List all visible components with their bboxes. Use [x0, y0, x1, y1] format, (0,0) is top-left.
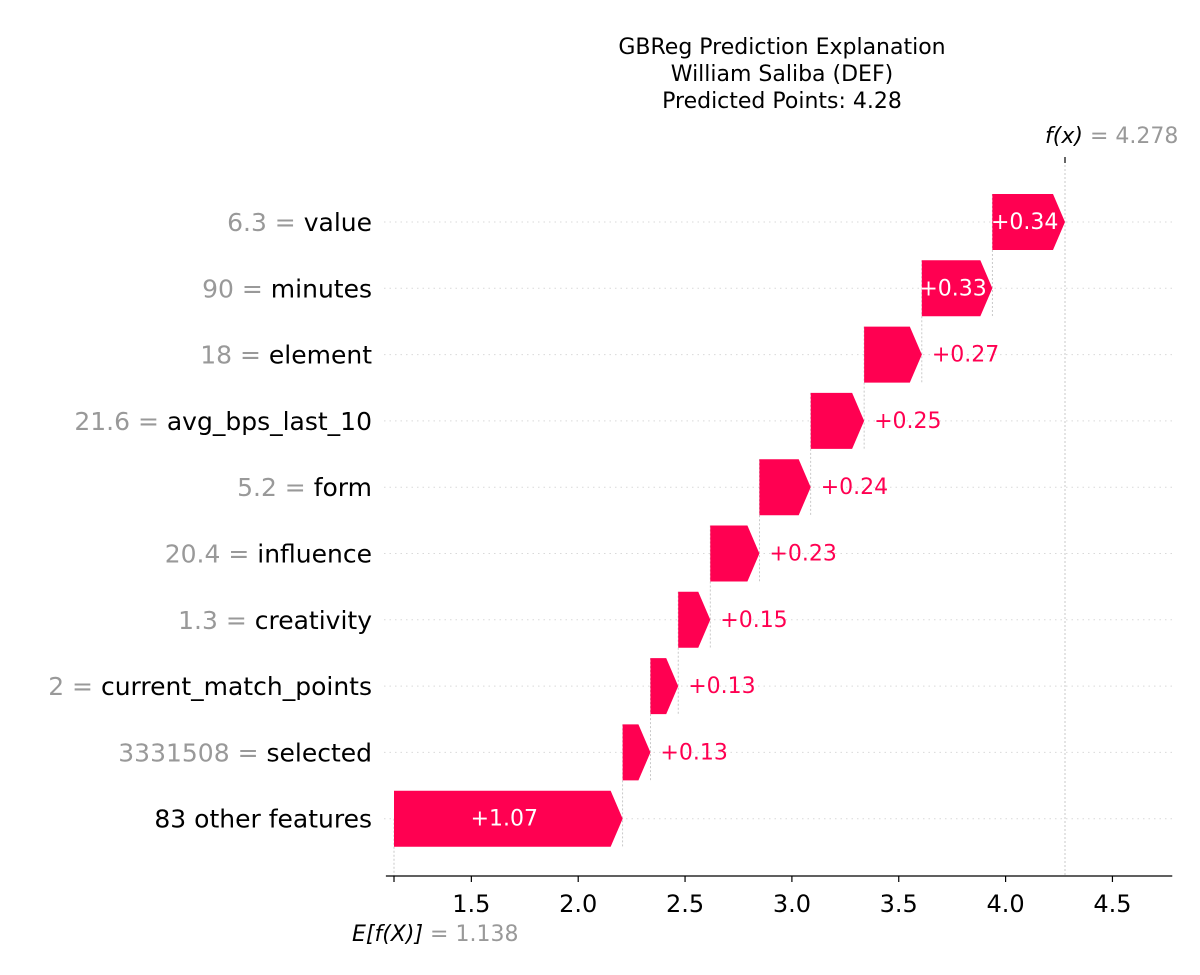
value-annotations: f(x) = 4.278 E[f(X)] = 1.138: [352, 124, 1178, 947]
contribution-bar: [394, 790, 623, 847]
feature-value: 1.3 =: [178, 606, 255, 635]
feature-name: selected: [266, 738, 372, 767]
row-gridlines: [384, 221, 1173, 820]
x-axis: 1.5 2.0 2.5 3.0 3.5 4.0 4.5: [385, 875, 1173, 918]
feature-name: element: [269, 341, 372, 370]
feature-value: 21.6 =: [74, 407, 167, 436]
contribution-bar: [650, 658, 679, 715]
contribution-bar: [992, 194, 1065, 250]
feature-name: influence: [257, 540, 372, 569]
feature-value: 5.2 =: [237, 473, 314, 502]
feature-name: avg_bps_last_10: [167, 407, 372, 436]
final-value-annotation: f(x) = 4.278: [1045, 124, 1178, 149]
title-line: William Saliba (DEF): [671, 62, 893, 87]
contribution-bar: [622, 724, 651, 781]
feature-label: 20.4 = influence: [165, 540, 372, 569]
contribution-label: +0.13: [688, 674, 755, 699]
feature-value: 20.4 =: [165, 540, 258, 569]
feature-label: 83 other features: [154, 805, 372, 834]
feature-value: 3331508 =: [118, 738, 266, 767]
feature-label: 21.6 = avg_bps_last_10: [74, 407, 372, 436]
x-tick-label: 3.5: [880, 890, 918, 918]
base-value: = 1.138: [430, 922, 518, 947]
x-tick-label: 2.0: [559, 890, 597, 918]
feature-name: creativity: [255, 606, 372, 635]
contribution-bar: [678, 591, 711, 648]
contribution-label: +0.13: [660, 740, 727, 765]
feature-name: form: [314, 473, 372, 502]
feature-value: 2 =: [48, 672, 101, 701]
feature-label: 1.3 = creativity: [178, 606, 372, 635]
feature-value: 18 =: [200, 341, 269, 370]
contribution-label: +1.07: [471, 807, 538, 832]
x-tick-label: 1.5: [452, 890, 490, 918]
contribution-bar: [710, 525, 760, 582]
contribution-label: +0.27: [932, 343, 999, 368]
feature-label: 2 = current_match_points: [48, 672, 372, 701]
contribution-label: +0.15: [720, 608, 787, 633]
contribution-bar: [759, 459, 811, 516]
x-tick-label: 3.0: [773, 890, 811, 918]
contribution-bar: [810, 392, 865, 449]
title-line: GBReg Prediction Explanation: [618, 35, 945, 60]
feature-label: 3331508 = selected: [118, 738, 372, 767]
x-tick-label: 4.5: [1093, 890, 1131, 918]
title-line: Predicted Points: 4.28: [662, 89, 902, 114]
base-value-annotation: E[f(X)] = 1.138: [352, 922, 518, 947]
final-value: = 4.278: [1090, 124, 1178, 149]
contribution-bar: [921, 260, 993, 317]
feature-label: 5.2 = form: [237, 473, 372, 502]
feature-label: 18 = element: [200, 341, 372, 370]
feature-label: 6.3 = value: [227, 208, 372, 237]
contribution-bar: [864, 326, 922, 383]
x-tick-label: 2.5: [666, 890, 704, 918]
contribution-label: +0.33: [919, 276, 986, 301]
contribution-bars: +0.34 +0.33 +0.27 +0.25 +0.24 +0.23 +0.15 +0.13…: [394, 194, 1065, 847]
x-tick-label: 4.0: [987, 890, 1025, 918]
contribution-label: +0.24: [821, 475, 888, 500]
feature-name: value: [304, 208, 372, 237]
feature-labels: 6.3 = value 90 = minutes 18 = element 21.6 …: [48, 208, 372, 834]
feature-name: current_match_points: [101, 672, 372, 701]
contribution-label: +0.23: [769, 542, 836, 567]
final-label: f(x): [1045, 124, 1090, 149]
feature-name: 83 other features: [154, 805, 372, 834]
base-label: E[f(X)]: [352, 922, 430, 947]
feature-label: 90 = minutes: [202, 274, 372, 303]
contribution-label: +0.34: [991, 210, 1058, 235]
feature-value: 6.3 =: [227, 208, 304, 237]
feature-name: minutes: [271, 274, 372, 303]
contribution-label: +0.25: [874, 409, 941, 434]
feature-value: 90 =: [202, 274, 271, 303]
